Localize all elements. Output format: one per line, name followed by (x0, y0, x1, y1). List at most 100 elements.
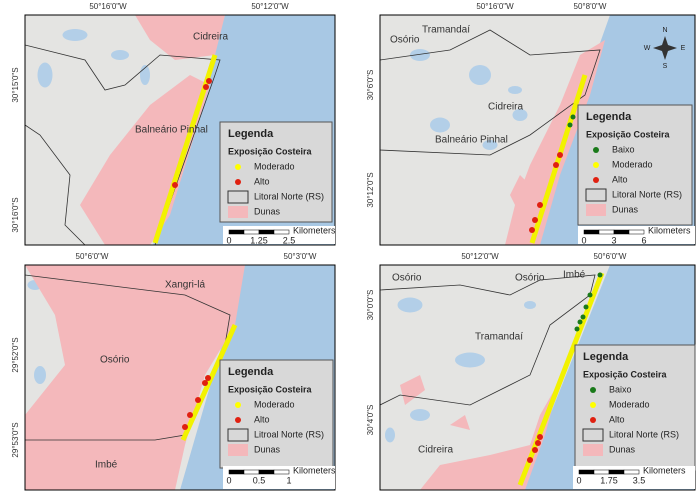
dune (135, 15, 225, 60)
legend-label: Dunas (254, 444, 281, 454)
legend-label: Moderado (612, 159, 653, 169)
scale-segment (608, 469, 625, 475)
coast-alto (532, 447, 538, 453)
coast-alto (205, 375, 211, 381)
coast-alto (537, 202, 543, 208)
legend-subtitle: Exposição Costeira (583, 369, 668, 379)
coast-alto (532, 217, 538, 223)
coast-alto (553, 162, 559, 168)
coast-alto (529, 227, 535, 233)
place-label: Osório (390, 35, 420, 46)
boundary (25, 44, 221, 245)
legend-subtitle: Exposição Costeira (586, 129, 671, 139)
scale-segment (258, 229, 275, 235)
lake (410, 409, 430, 421)
legend-label: Alto (609, 414, 625, 424)
legend-symbol (586, 204, 606, 216)
scale-segment (583, 229, 600, 235)
map-panel: Xangri-lá Osório Imbé 50°6'0"W 50°3'0"W 29°52… (11, 252, 336, 491)
scale-unit: Kilometers (648, 225, 691, 235)
lake (469, 65, 491, 85)
legend-title: Legenda (228, 366, 274, 378)
legend-symbol (235, 417, 241, 423)
scale-segment (228, 229, 245, 235)
longitude-label: 50°8'0"W (574, 2, 607, 11)
legend-label: Alto (254, 414, 270, 424)
longitude-label: 50°12'0"W (251, 2, 289, 11)
latitude-label: 30°15'0"S (11, 67, 20, 102)
scale-tick: 1 (286, 475, 291, 485)
coast-alto (187, 412, 193, 418)
legend-symbol (582, 428, 604, 442)
map-panel: Cidreira Balneário Pinhal 50°16'0"W 50°12'0… (11, 2, 336, 246)
legend-label: Moderado (254, 399, 295, 409)
scale-segment (593, 469, 610, 475)
legend-label: Litroal Norte (RS) (254, 429, 324, 439)
place-label: Imbé (95, 460, 118, 471)
panel-frame (24, 264, 336, 491)
lake (397, 297, 423, 313)
scale-segment (613, 229, 630, 235)
coast-alto (195, 397, 201, 403)
scale-tick: 2.5 (283, 235, 296, 245)
latitude-label: 30°12'0"S (366, 172, 375, 207)
scale-tick: 0 (226, 235, 231, 245)
scale-segment (628, 229, 645, 235)
legend-box (219, 121, 333, 223)
scale-segment (258, 469, 275, 475)
coast-alto (182, 424, 188, 430)
scale-unit: Kilometers (643, 465, 686, 475)
legend-symbol (235, 402, 241, 408)
coast-alto (557, 152, 563, 158)
coast-alto (203, 84, 209, 90)
scale-tick: 0 (226, 475, 231, 485)
lake (524, 301, 536, 309)
dune (510, 175, 530, 215)
legend-label: Litoral Norte (RS) (254, 191, 324, 201)
scale-segment (243, 469, 260, 475)
lake (62, 29, 88, 41)
coast-alto (527, 457, 533, 463)
place-label: Osório (100, 355, 130, 366)
compass-letter: E (681, 45, 686, 52)
longitude-label: 50°6'0"W (594, 252, 627, 261)
compass-letter: W (644, 45, 651, 52)
lake (455, 352, 485, 368)
coast-baixo (583, 304, 589, 310)
latitude-label: 29°52'0"S (11, 337, 20, 372)
boundary (25, 274, 231, 441)
place-label: Cidreira (193, 32, 228, 43)
panel-frame (24, 14, 336, 246)
scale-tick: 0.5 (253, 475, 266, 485)
place-label: Cidreira (488, 102, 523, 113)
scale-segment (598, 229, 615, 235)
legend-symbol (585, 188, 607, 202)
legend-symbol (590, 387, 596, 393)
coast-moderado (529, 74, 588, 244)
lake (34, 366, 46, 384)
coast-alto (172, 182, 178, 188)
legend-symbol (590, 417, 596, 423)
legend-title: Legenda (228, 128, 274, 140)
legend-label: Dunas (612, 204, 639, 214)
coast-alto (202, 380, 208, 386)
legend-symbol (235, 164, 241, 170)
place-label: Osório (515, 273, 545, 284)
scale-tick: 3.5 (633, 475, 646, 485)
legend-label: Dunas (254, 206, 281, 216)
legend-label: Baixo (609, 384, 632, 394)
place-label: Xangri-lá (165, 280, 205, 291)
legend-symbol (227, 190, 249, 204)
scale-tick: 0 (576, 475, 581, 485)
longitude-label: 50°16'0"W (89, 2, 127, 11)
longitude-label: 50°12'0"W (461, 252, 499, 261)
scale-segment (623, 469, 640, 475)
longitude-label: 50°6'0"W (76, 252, 109, 261)
lake (111, 50, 129, 60)
lake (37, 62, 53, 88)
dune (400, 375, 425, 405)
place-label: Tramandaí (422, 25, 470, 36)
map-panel: Osório Osório Imbé Tramandaí Cidreira 50°12'0… (366, 252, 696, 491)
longitude-label: 50°3'0"W (284, 252, 317, 261)
